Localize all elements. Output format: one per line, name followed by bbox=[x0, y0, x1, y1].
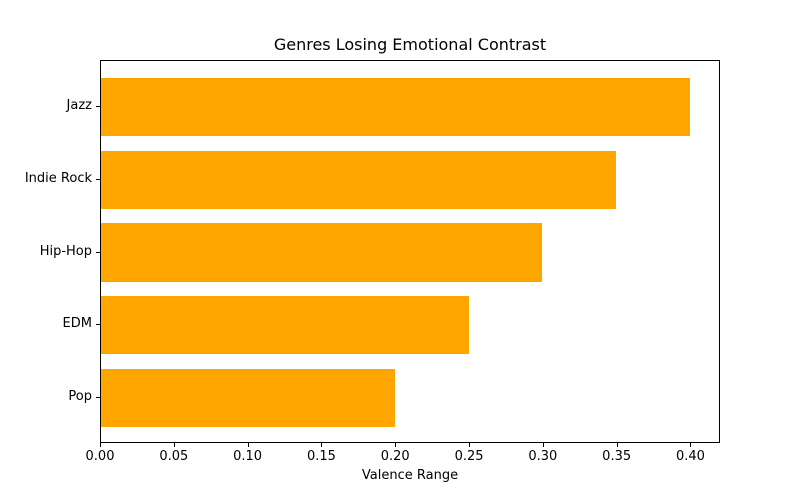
x-tick-label: 0.35 bbox=[602, 449, 632, 464]
x-tick-label: 0.30 bbox=[528, 449, 558, 464]
x-tick-label: 0.40 bbox=[675, 449, 705, 464]
x-tick-label: 0.20 bbox=[380, 449, 410, 464]
x-tick-mark bbox=[542, 443, 544, 447]
bar-hip-hop bbox=[101, 223, 543, 282]
y-tick-mark bbox=[96, 396, 100, 398]
x-tick-label: 0.00 bbox=[85, 449, 115, 464]
x-axis-label: Valence Range bbox=[361, 468, 459, 483]
x-tick-label: 0.10 bbox=[233, 449, 263, 464]
x-tick-mark bbox=[690, 443, 692, 447]
x-tick-mark bbox=[616, 443, 618, 447]
y-tick-label: Pop bbox=[68, 388, 92, 404]
x-tick-mark bbox=[247, 443, 249, 447]
x-tick-label: 0.05 bbox=[159, 449, 189, 464]
y-tick-label: EDM bbox=[62, 316, 92, 332]
y-tick-mark bbox=[96, 324, 100, 326]
x-tick-mark bbox=[100, 443, 101, 447]
plot-area bbox=[100, 60, 720, 443]
x-tick-label: 0.15 bbox=[306, 449, 336, 464]
y-tick-mark bbox=[96, 178, 100, 180]
y-tick-label: Hip-Hop bbox=[39, 243, 92, 259]
bar-pop bbox=[101, 368, 396, 427]
x-tick-mark bbox=[395, 443, 397, 447]
y-tick-mark bbox=[96, 106, 100, 108]
x-tick-mark bbox=[321, 443, 323, 447]
chart-title: Genres Losing Emotional Contrast bbox=[273, 35, 547, 54]
x-tick-mark bbox=[173, 443, 175, 447]
y-tick-label: Indie Rock bbox=[24, 170, 92, 186]
y-tick-mark bbox=[96, 251, 100, 253]
bar-jazz bbox=[101, 78, 690, 137]
y-tick-label: Jazz bbox=[66, 98, 92, 114]
bar-edm bbox=[101, 296, 469, 355]
x-tick-label: 0.25 bbox=[454, 449, 484, 464]
bar-indie-rock bbox=[101, 150, 616, 209]
x-tick-mark bbox=[469, 443, 471, 447]
